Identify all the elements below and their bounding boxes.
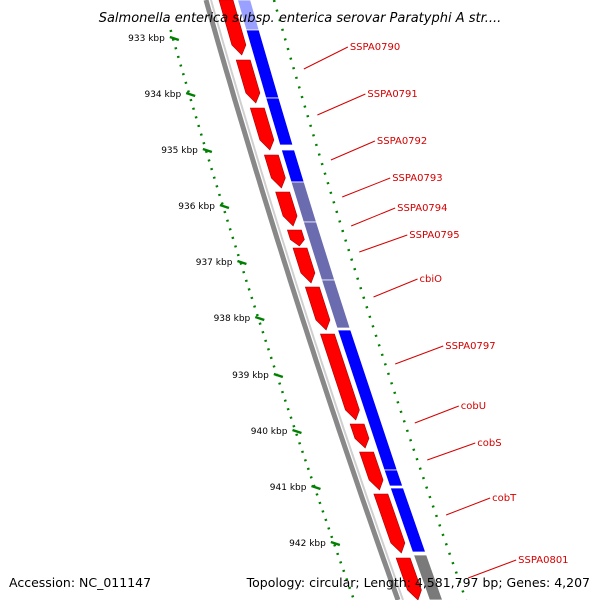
forward-gene-arrow [286,229,305,247]
gene-label-leader [414,405,459,424]
gene-label-leader [342,177,391,198]
gene-label-leader [395,345,444,365]
scale-tick [292,428,302,435]
forward-gene-arrow [349,423,370,449]
gene-label-leader [359,234,408,253]
gene-label: cobU [461,401,486,412]
gene-label: cobT [492,493,517,504]
reverse-gene-block [389,487,427,553]
scale-ticks: 933 kbp 934 kbp 935 kbp 936 kbp 937 kbp 938 k… [128,0,468,600]
backbone-highlight [210,0,404,600]
accession-label: Accession: NC_011147 [9,575,151,590]
scale-tick-label: 940 kbp [251,427,288,437]
scale-tick [311,484,321,491]
forward-gene-arrow [249,107,275,151]
forward-gene-arrow [304,286,331,331]
forward-gene-arrow [292,247,316,284]
scale-tick [254,315,265,322]
gene-tracks [203,0,443,600]
gene-label: cobS [477,438,501,449]
genome-summary: Topology: circular; Length: 4,581,797 bp… [246,575,590,590]
forward-gene-arrow [373,493,406,554]
gene-label: SSPA0793 [392,173,442,184]
gene-label: SSPA0792 [377,136,427,147]
forward-gene-arrow [395,557,422,600]
scale-tick [219,203,230,210]
reverse-gene-block [383,469,404,487]
scale-tick-label: 936 kbp [178,202,215,212]
forward-gene-arrow [320,333,360,421]
scale-tick-label: 933 kbp [128,34,165,44]
scale-tick-label: 934 kbp [144,90,181,100]
gene-labels: SSPA0790 SSPA0791 SSPA0792 SSPA0793 SSPA0794… [303,42,569,579]
reverse-gene-block [413,554,443,600]
reverse-gene-block [265,97,294,146]
gene-label: SSPA0794 [397,203,447,214]
gene-label: SSPA0795 [409,230,459,241]
gene-label: SSPA0791 [367,89,417,100]
gene-label-leader [468,559,517,579]
gene-label-leader [330,140,376,161]
reverse-gene-block [321,279,351,329]
scale-tick [330,540,341,547]
scale-tick [202,147,213,154]
scale-tick-label: 942 kbp [289,539,326,549]
gene-label-leader [445,497,491,516]
forward-gene-arrow [263,154,286,189]
scale-tick [169,35,180,42]
scale-tick-label: 935 kbp [161,146,198,156]
gene-label: SSPA0790 [350,42,400,53]
scale-tick-label: 941 kbp [270,483,307,493]
gene-label-leader [350,207,396,227]
scale-ruler [169,29,356,600]
scale-tick [237,259,247,266]
scale-tick-label: 938 kbp [214,314,251,324]
scale-tick-label: 937 kbp [196,258,233,268]
scale-tick-label: 939 kbp [232,371,269,381]
forward-gene-arrow [359,451,384,491]
map-title: Salmonella enterica subsp. enterica sero… [99,11,502,26]
gene-label: SSPA0801 [518,555,568,566]
gene-label: SSPA0797 [445,341,495,352]
scale-tick [273,372,284,379]
scale-tick [185,91,196,98]
forward-gene-arrow [275,191,298,227]
gene-label-leader [427,442,476,461]
forward-gene-arrow [218,0,247,56]
gene-label-leader [317,93,366,116]
backbone-track [203,0,401,600]
gene-label: cbiO [420,274,443,285]
gene-label-leader [303,46,349,70]
forward-gene-arrow [235,59,261,104]
gene-label-leader [373,278,418,298]
